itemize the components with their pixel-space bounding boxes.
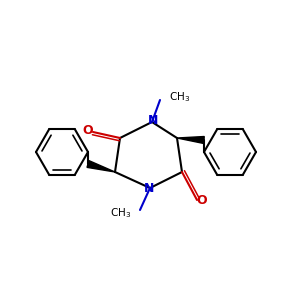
Text: CH$_3$: CH$_3$	[169, 90, 190, 104]
Text: O: O	[83, 124, 93, 136]
Polygon shape	[177, 136, 204, 143]
Text: N: N	[144, 182, 154, 196]
Text: O: O	[197, 194, 207, 208]
Text: CH$_3$: CH$_3$	[110, 206, 131, 220]
Polygon shape	[87, 160, 115, 172]
Text: N: N	[148, 115, 158, 128]
